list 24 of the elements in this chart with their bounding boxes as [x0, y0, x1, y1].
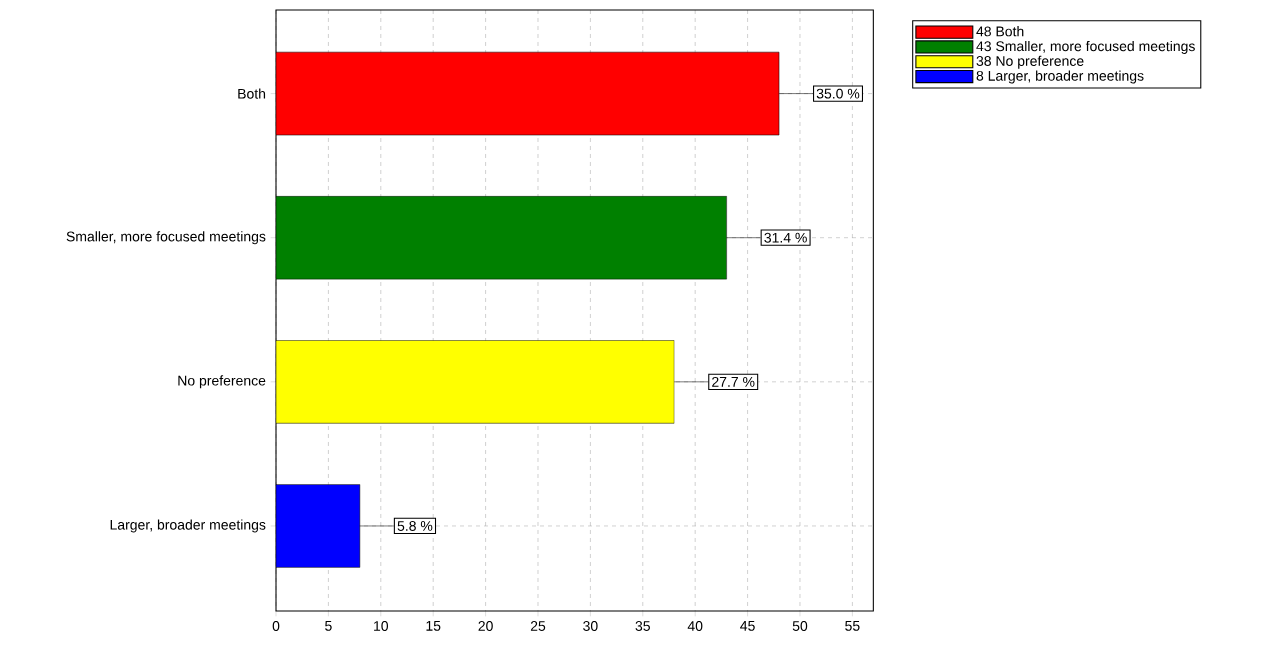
x-tick-label: 5 [325, 621, 332, 631]
x-tick-label: 40 [687, 621, 703, 631]
x-tick-label: 25 [530, 621, 546, 631]
y-tick-label: Smaller, more focused meetings [66, 231, 266, 245]
y-tick-label: Larger, broader meetings [110, 519, 266, 533]
x-tick-label: 45 [740, 621, 755, 631]
legend-label: 8 Larger, broader meetings [976, 70, 1144, 84]
x-tick-label: 10 [374, 621, 389, 631]
x-tick-label: 30 [583, 621, 598, 631]
legend-label: 43 Smaller, more focused meetings [976, 40, 1195, 54]
x-tick-label: 0 [272, 621, 280, 631]
x-tick-label: 20 [478, 621, 493, 631]
x-tick-label: 15 [426, 621, 441, 631]
annotation: 5.8 % [397, 521, 433, 531]
y-tick-label: Both [238, 88, 266, 99]
legend-label: 48 Both [976, 26, 1024, 37]
x-tick-label: 35 [635, 621, 650, 631]
annotation: 31.4 % [764, 232, 807, 243]
x-tick-label: 55 [845, 621, 860, 631]
annotation: 35.0 % [816, 88, 860, 99]
annotation: 27.7 % [712, 376, 755, 387]
y-tick-label: No preference [178, 375, 266, 389]
legend-label: 38 No preference [976, 55, 1084, 69]
x-tick-label: 50 [792, 621, 808, 631]
